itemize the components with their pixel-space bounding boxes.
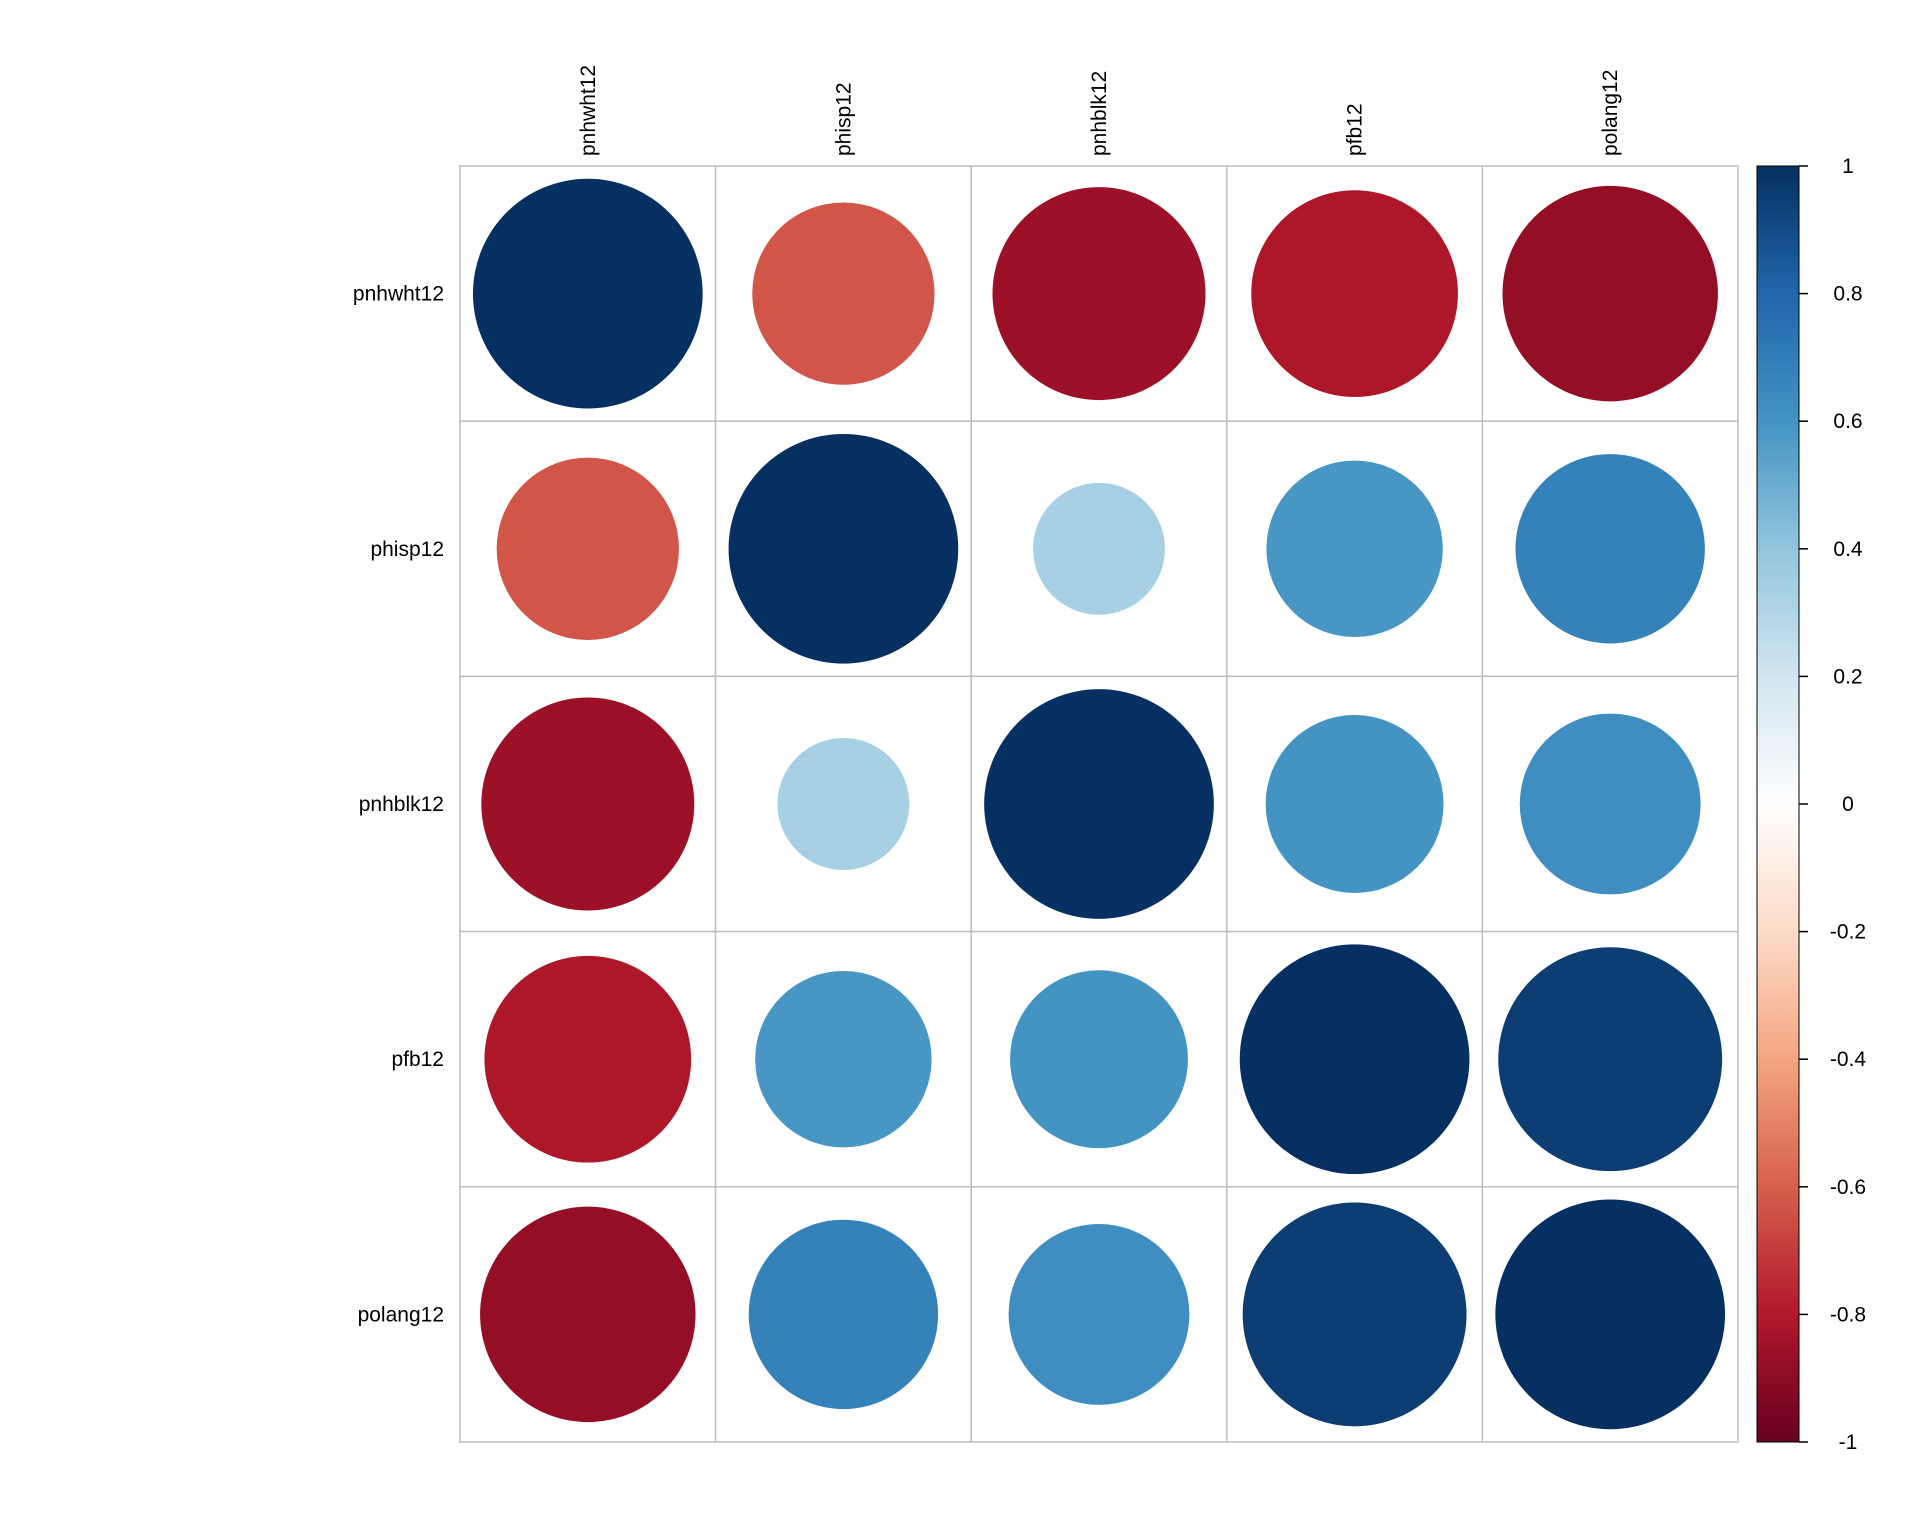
- corr-circle-pfb12-pfb12: [1239, 944, 1470, 1175]
- colorbar: 1 0.8 0.6 0.4 0.2 0 -0.2 -0.4 -0.6 -0.8 -1: [1756, 155, 1867, 1454]
- colorbar-tick-label: 0.8: [1833, 283, 1862, 306]
- corr-circle-pfb12-pnhwht12: [484, 955, 692, 1163]
- corr-circle-polang12-pnhblk12: [1008, 1223, 1190, 1405]
- column-label: phisp12: [832, 82, 855, 156]
- corr-circle-pnhwht12-phisp12: [752, 202, 935, 385]
- column-label: pfb12: [1344, 103, 1367, 156]
- row-label: pfb12: [391, 1048, 444, 1071]
- colorbar-tick-label: 0.4: [1833, 538, 1863, 561]
- correlation-circles: [472, 178, 1726, 1430]
- corr-circle-phisp12-pnhblk12: [1033, 482, 1165, 615]
- corr-circle-polang12-pfb12: [1242, 1202, 1467, 1427]
- corr-circle-pnhblk12-phisp12: [777, 738, 910, 870]
- colorbar-tick-label: -1: [1839, 1431, 1858, 1454]
- corr-circle-polang12-polang12: [1495, 1199, 1726, 1430]
- corr-circle-phisp12-phisp12: [728, 433, 959, 664]
- row-label: polang12: [358, 1303, 444, 1326]
- corr-circle-pfb12-polang12: [1498, 947, 1723, 1172]
- column-label: polang12: [1599, 70, 1622, 156]
- colorbar-tick-label: -0.8: [1830, 1303, 1866, 1326]
- corr-circle-pfb12-phisp12: [755, 970, 932, 1148]
- colorbar-tick-label: -0.2: [1830, 921, 1866, 944]
- corr-circle-pnhwht12-pnhblk12: [992, 187, 1206, 401]
- colorbar-tick-label: -0.4: [1830, 1048, 1867, 1071]
- column-label: pnhwht12: [577, 65, 600, 156]
- corr-circle-phisp12-polang12: [1515, 454, 1705, 644]
- corr-circle-pnhblk12-pnhwht12: [481, 697, 695, 911]
- corr-circle-pnhblk12-pfb12: [1265, 715, 1444, 893]
- colorbar-tick-label: 1: [1842, 155, 1854, 178]
- row-label: pnhwht12: [353, 283, 444, 306]
- corr-circle-phisp12-pfb12: [1266, 460, 1443, 638]
- column-labels: pnhwht12 phisp12 pnhblk12 pfb12 polang12: [577, 65, 1622, 156]
- colorbar-gradient: [1756, 165, 1800, 1443]
- colorbar-tick-label: 0: [1842, 793, 1854, 816]
- corr-circle-polang12-phisp12: [748, 1219, 939, 1410]
- corr-circle-polang12-pnhwht12: [480, 1206, 696, 1423]
- row-labels: pnhwht12 phisp12 pnhblk12 pfb12 polang12: [353, 283, 444, 1327]
- corr-circle-pnhwht12-pnhwht12: [472, 178, 703, 409]
- corr-circle-pnhblk12-polang12: [1519, 713, 1701, 895]
- row-label: phisp12: [370, 538, 444, 561]
- row-label: pnhblk12: [359, 793, 444, 816]
- corr-circle-pfb12-pnhblk12: [1010, 970, 1188, 1149]
- corr-circle-pnhblk12-pnhblk12: [984, 689, 1214, 919]
- colorbar-tick-label: 0.2: [1833, 665, 1862, 688]
- corr-circle-pnhwht12-pfb12: [1251, 190, 1458, 397]
- corr-circle-phisp12-pnhwht12: [496, 457, 679, 640]
- corr-circle-pnhwht12-polang12: [1502, 185, 1718, 402]
- colorbar-tick-label: 0.6: [1833, 410, 1862, 433]
- colorbar-tick-label: -0.6: [1830, 1176, 1866, 1199]
- column-label: pnhblk12: [1088, 71, 1111, 156]
